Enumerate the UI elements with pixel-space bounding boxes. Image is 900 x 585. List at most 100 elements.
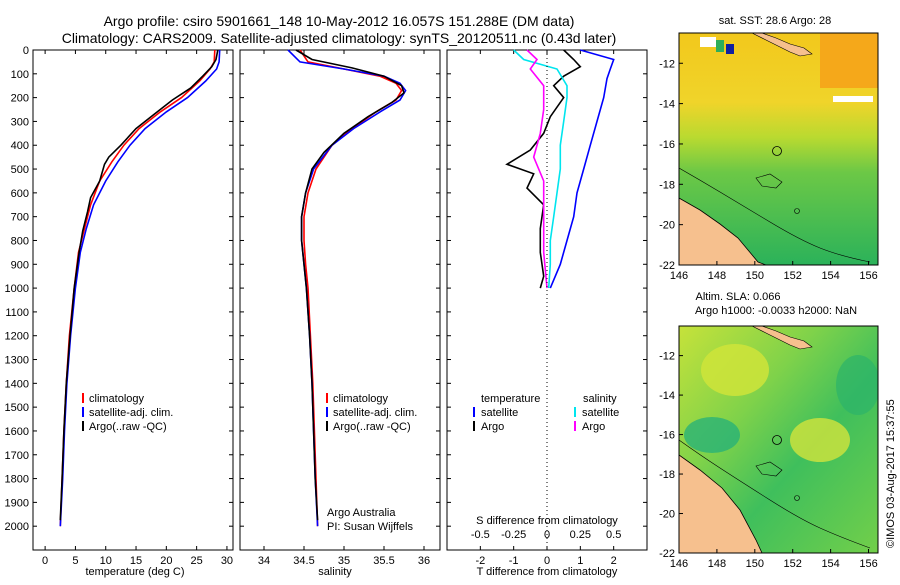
y-tick-label: 1100 bbox=[5, 307, 29, 319]
imos-credit: ©IMOS 03-Aug-2017 15:37:55 bbox=[885, 399, 897, 548]
y-tick-label: 700 bbox=[11, 212, 29, 224]
temperature-xlabel: temperature (deg C) bbox=[85, 566, 184, 578]
map-x-tick-label: 148 bbox=[708, 558, 726, 570]
y-tick-label: 1700 bbox=[5, 450, 29, 462]
series-line-argo-raw-qc- bbox=[59, 49, 219, 521]
sst-png-land bbox=[751, 33, 813, 57]
sla-reef bbox=[755, 461, 783, 477]
map-y-tick-label: -18 bbox=[659, 469, 675, 481]
y-tick-label: 500 bbox=[11, 164, 29, 176]
map-y-tick-label: -12 bbox=[659, 58, 675, 70]
x-tick-label: 1 bbox=[577, 555, 583, 567]
legend-title-temperature: temperature bbox=[481, 393, 540, 405]
y-tick-label: 1200 bbox=[5, 331, 29, 343]
legend-label: Argo bbox=[582, 421, 605, 433]
map-y-tick-label: -14 bbox=[659, 99, 675, 111]
salinity-axes bbox=[239, 49, 441, 551]
x-tick-label: -1 bbox=[509, 555, 519, 567]
y-tick-label: 1400 bbox=[5, 378, 29, 390]
map-x-tick-label: 150 bbox=[746, 558, 764, 570]
map-y-tick-label: -22 bbox=[659, 260, 675, 272]
legend-title-salinity: salinity bbox=[583, 393, 617, 405]
map-y-tick-label: -20 bbox=[659, 509, 675, 521]
sst-island-marker bbox=[794, 208, 800, 214]
sla-low-blob bbox=[684, 417, 740, 453]
map-y-tick-label: -20 bbox=[659, 220, 675, 232]
temperature-axes bbox=[32, 49, 234, 551]
temperature-plot: 0100200300400500600700800900100011001200… bbox=[5, 45, 234, 567]
sla-high-blob bbox=[790, 418, 850, 462]
title-line-1: Argo profile: csiro 5901661_148 10-May-2… bbox=[104, 13, 575, 29]
map-y-tick-label: -14 bbox=[659, 390, 675, 402]
s-tick-label: 0 bbox=[544, 529, 550, 541]
y-tick-label: 1600 bbox=[5, 426, 29, 438]
map-y-tick-label: -16 bbox=[659, 430, 675, 442]
sst-reef bbox=[755, 173, 783, 189]
legend-label: climatology bbox=[333, 393, 389, 405]
x-tick-label: 20 bbox=[160, 555, 172, 567]
difference-xlabel-s: S difference from climatology bbox=[476, 515, 618, 527]
x-tick-label: 35 bbox=[338, 555, 350, 567]
legend-label: Argo bbox=[481, 421, 504, 433]
sla-high-blob bbox=[701, 344, 769, 396]
sla-png-land bbox=[751, 326, 813, 350]
x-tick-label: 34 bbox=[258, 555, 270, 567]
legend-label: Argo(..raw -QC) bbox=[333, 421, 411, 433]
series-line-temperature-argo bbox=[505, 49, 582, 289]
y-tick-label: 0 bbox=[23, 45, 29, 57]
argo-australia-label: Argo Australia bbox=[327, 507, 396, 519]
sst-land bbox=[679, 197, 767, 265]
y-tick-label: 400 bbox=[11, 140, 29, 152]
y-tick-label: 1000 bbox=[5, 283, 29, 295]
sst-map-title: sat. SST: 28.6 Argo: 28 bbox=[719, 15, 832, 27]
x-tick-label: 0 bbox=[42, 555, 48, 567]
salinity-xlabel: salinity bbox=[318, 566, 352, 578]
x-tick-label: 15 bbox=[130, 555, 142, 567]
map-x-tick-label: 152 bbox=[784, 270, 802, 282]
series-line-satellite-adj-clim- bbox=[59, 49, 221, 527]
s-tick-label: 0.25 bbox=[570, 529, 591, 541]
difference-plot: -2 -1 0 1 2 -0.5 -0.25 0 0.25 0.5 temperature salin… bbox=[447, 49, 647, 567]
sst-argo-marker bbox=[772, 146, 782, 156]
s-tick-label: -0.25 bbox=[501, 529, 526, 541]
sst-warm-patch bbox=[820, 33, 878, 88]
title-line-2: Climatology: CARS2009. Satellite-adjuste… bbox=[62, 30, 617, 46]
map-y-tick-label: -22 bbox=[659, 548, 675, 560]
legend-label: Argo(..raw -QC) bbox=[89, 421, 167, 433]
x-tick-label: 25 bbox=[191, 555, 203, 567]
map-x-tick-label: 146 bbox=[670, 270, 688, 282]
sst-cloud-mask bbox=[700, 37, 716, 47]
series-line-temperature-satellite bbox=[549, 49, 615, 289]
s-tick-label: 0.5 bbox=[606, 529, 621, 541]
salinity-plot: 34 34.5 35 35.5 36 climatology satellite-adj. … bbox=[240, 49, 440, 567]
map-y-tick-label: -12 bbox=[659, 351, 675, 363]
map-x-tick-label: 146 bbox=[670, 558, 688, 570]
x-tick-label: 10 bbox=[100, 555, 112, 567]
sst-cloud-mask bbox=[833, 96, 873, 102]
sst-map: sat. SST: 28.6 Argo: 28 146 148 150 152 154 1… bbox=[659, 15, 879, 282]
map-x-tick-label: 154 bbox=[821, 558, 839, 570]
x-tick-label: 34.5 bbox=[293, 555, 314, 567]
difference-xlabel-t: T difference from climatology bbox=[477, 566, 618, 578]
y-tick-label: 800 bbox=[11, 235, 29, 247]
s-tick-label: -0.5 bbox=[471, 529, 490, 541]
sla-map-title-1: Altim. SLA: 0.066 bbox=[696, 291, 781, 303]
map-x-tick-label: 154 bbox=[821, 270, 839, 282]
sla-isobath bbox=[679, 439, 871, 549]
y-tick-label: 300 bbox=[11, 116, 29, 128]
x-tick-label: 2 bbox=[611, 555, 617, 567]
map-x-tick-label: 156 bbox=[859, 270, 877, 282]
y-tick-label: 900 bbox=[11, 259, 29, 271]
map-x-tick-label: 148 bbox=[708, 270, 726, 282]
map-y-tick-label: -18 bbox=[659, 179, 675, 191]
series-line-argo-raw-qc- bbox=[295, 49, 405, 521]
x-tick-label: 30 bbox=[221, 555, 233, 567]
series-line-climatology bbox=[59, 49, 216, 527]
x-tick-label: 36 bbox=[418, 555, 430, 567]
sla-land bbox=[679, 454, 763, 553]
series-line-salinity-argo bbox=[526, 49, 548, 289]
x-tick-label: 0 bbox=[544, 555, 550, 567]
y-tick-label: 1900 bbox=[5, 497, 29, 509]
y-tick-label: 1500 bbox=[5, 402, 29, 414]
sla-argo-marker bbox=[772, 435, 782, 445]
